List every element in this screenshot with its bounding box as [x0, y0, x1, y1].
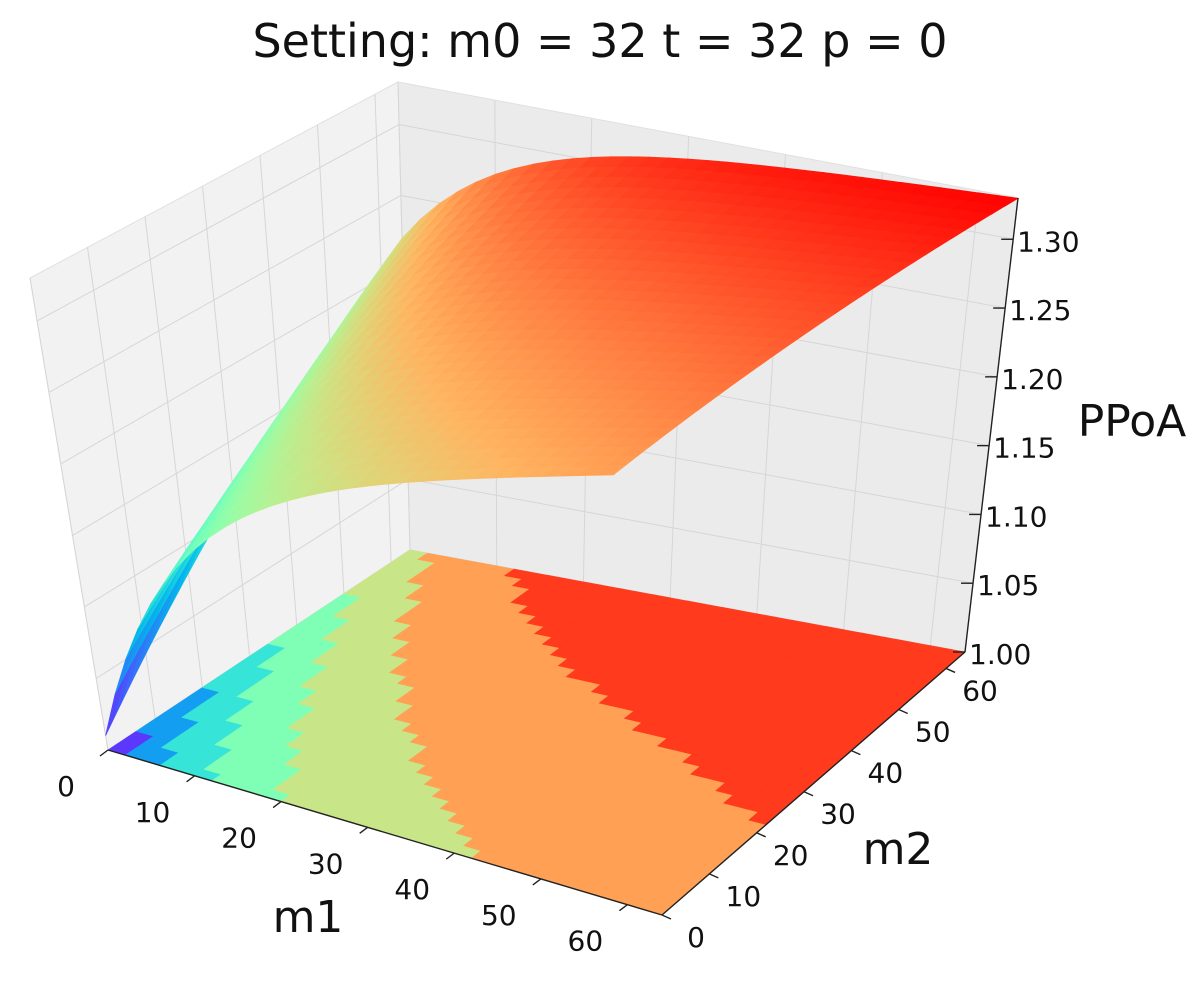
x-tick	[186, 775, 195, 783]
y-tick	[661, 914, 672, 920]
chart-title: Setting: m0 = 32 t = 32 p = 0	[252, 14, 948, 68]
z-axis-line	[964, 197, 1019, 653]
gridline-z-side	[48, 195, 402, 393]
x-tick	[359, 826, 369, 834]
y-tick	[898, 708, 909, 715]
y-tick-label: 0	[687, 921, 705, 954]
gridline-z-side	[36, 124, 400, 322]
x-tick-label: 30	[308, 847, 344, 880]
x-tick	[445, 852, 455, 860]
x-tick-label: 50	[481, 899, 517, 932]
x-tick-label: 60	[568, 925, 604, 958]
z-tick-label: 1.30	[1017, 225, 1079, 258]
x-tick	[272, 801, 282, 809]
surface	[105, 156, 1020, 736]
z-axis-label: PPoA	[1078, 396, 1187, 447]
gridline-z-back	[408, 478, 974, 584]
gridline-y-side	[259, 155, 298, 626]
x-tick-label: 40	[394, 873, 430, 906]
y-tick-label: 50	[915, 716, 951, 749]
gridline-y-side	[29, 277, 109, 751]
x-tick-label: 0	[57, 770, 75, 803]
z-tick-label: 1.00	[969, 638, 1031, 671]
surface-cell	[594, 465, 627, 476]
z-tick-label: 1.10	[985, 500, 1047, 533]
gridline-z-side	[60, 265, 403, 465]
x-tick-label: 20	[221, 822, 257, 855]
z-tick-label: 1.20	[1001, 363, 1063, 396]
z-tick-label: 1.15	[993, 432, 1055, 465]
y-tick-label: 60	[962, 674, 998, 707]
y-tick	[803, 791, 814, 797]
x-tick	[99, 749, 109, 757]
gridline-x-back	[929, 190, 980, 646]
y-tick	[851, 749, 861, 756]
y-tick-label: 20	[773, 839, 809, 872]
x-axis-line	[107, 749, 663, 916]
y-tick-label: 30	[820, 798, 856, 831]
floor-contour	[107, 549, 966, 916]
y-tick	[709, 873, 719, 879]
y-axis-line	[661, 651, 966, 916]
z-tick-label: 1.05	[977, 569, 1039, 602]
gridline-y-side	[202, 186, 251, 657]
y-tick-label: 40	[868, 757, 904, 790]
y-tick	[945, 667, 956, 674]
gridline-y-side	[144, 216, 203, 688]
x-tick	[532, 878, 542, 886]
x-tick-label: 10	[135, 796, 171, 829]
y-tick	[756, 832, 766, 838]
z-tick-label: 1.25	[1009, 294, 1071, 327]
y-tick-label: 10	[726, 880, 762, 913]
x-axis-label: m1	[273, 892, 344, 943]
y-axis-label: m2	[863, 824, 934, 875]
x-tick	[618, 904, 628, 912]
